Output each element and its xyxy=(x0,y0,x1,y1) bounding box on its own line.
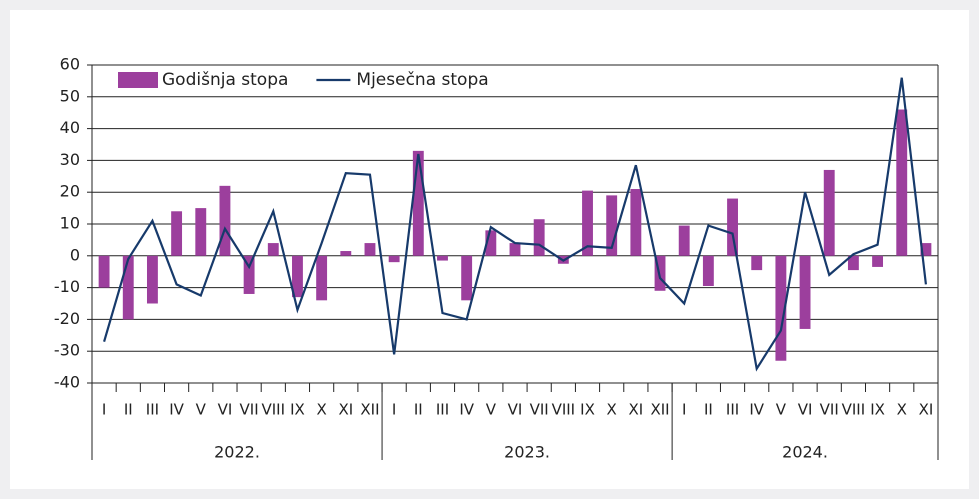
bar xyxy=(702,255,714,287)
x-tick-label: XI xyxy=(629,401,644,419)
x-tick-label: X xyxy=(316,401,326,419)
x-tick-label: XI xyxy=(919,401,934,419)
bar xyxy=(533,219,545,256)
bar xyxy=(509,243,521,256)
x-tick-label: VII xyxy=(820,401,839,419)
bar xyxy=(412,150,424,256)
x-tick-label: I xyxy=(392,401,396,419)
year-label: 2022. xyxy=(214,443,260,462)
bar xyxy=(872,255,884,267)
bar xyxy=(920,243,932,256)
bar xyxy=(98,255,110,288)
bar xyxy=(630,189,642,256)
x-tick-label: IV xyxy=(169,401,184,419)
bar xyxy=(316,255,328,301)
x-tick-label: VIII xyxy=(842,401,866,419)
x-tick-label: II xyxy=(414,401,423,419)
x-tick-label: IV xyxy=(459,401,474,419)
x-tick-label: IX xyxy=(290,401,305,419)
bar xyxy=(146,255,158,304)
x-tick-label: I xyxy=(682,401,686,419)
x-tick-label: XII xyxy=(360,401,379,419)
year-label: 2023. xyxy=(504,443,550,462)
y-tick-label: 0 xyxy=(70,245,80,264)
x-tick-label: I xyxy=(102,401,106,419)
x-tick-label: X xyxy=(897,401,907,419)
bar xyxy=(847,255,859,271)
bar xyxy=(582,190,593,256)
x-tick-label: VII xyxy=(240,401,259,419)
bar xyxy=(340,251,352,256)
x-tick-label: IX xyxy=(580,401,595,419)
x-tick-label: V xyxy=(486,401,497,419)
x-tick-label: V xyxy=(776,401,787,419)
legend-label: Godišnja stopa xyxy=(162,70,288,90)
bar xyxy=(823,169,835,256)
bar xyxy=(485,230,497,256)
bar xyxy=(122,255,134,320)
bar xyxy=(292,255,303,298)
bar xyxy=(243,255,255,294)
bar xyxy=(461,255,473,301)
bar xyxy=(751,255,763,271)
x-tick-label: II xyxy=(704,401,713,419)
x-tick-label: VIII xyxy=(552,401,576,419)
x-tick-label: III xyxy=(726,401,739,419)
x-tick-label: V xyxy=(196,401,207,419)
bar xyxy=(775,255,787,361)
y-tick-label: 40 xyxy=(60,118,80,137)
x-tick-label: IV xyxy=(749,401,764,419)
legend-label: Mjesečna stopa xyxy=(356,70,488,90)
bar xyxy=(388,255,400,263)
x-tick-label: IX xyxy=(870,401,885,419)
line xyxy=(103,77,928,372)
y-tick-label: 50 xyxy=(60,86,80,105)
x-tick-label: VII xyxy=(530,401,549,419)
bar xyxy=(606,195,618,256)
bar xyxy=(727,198,738,256)
y-tick-label: 20 xyxy=(60,182,80,201)
x-tick-label: III xyxy=(436,401,449,419)
x-tick-label: VI xyxy=(508,401,523,419)
y-tick-label: -30 xyxy=(54,341,80,360)
x-tick-label: XII xyxy=(650,401,669,419)
legend-swatch xyxy=(118,72,158,88)
bar xyxy=(437,255,448,261)
x-tick-label: III xyxy=(146,401,159,419)
bar xyxy=(364,243,376,256)
bar xyxy=(267,243,279,256)
x-tick-label: X xyxy=(607,401,617,419)
bar xyxy=(896,109,908,256)
bar xyxy=(799,255,811,329)
y-tick-label: 60 xyxy=(60,55,80,74)
x-tick-label: VI xyxy=(218,401,233,419)
year-label: 2024. xyxy=(782,443,828,462)
y-tick-label: -40 xyxy=(54,373,80,392)
x-tick-label: VI xyxy=(798,401,813,419)
x-tick-label: VIII xyxy=(262,401,286,419)
bar xyxy=(219,185,231,256)
bar xyxy=(678,225,690,256)
y-tick-label: 30 xyxy=(60,150,80,169)
x-tick-label: XI xyxy=(338,401,353,419)
y-tick-label: 10 xyxy=(60,214,80,233)
y-tick-label: -10 xyxy=(54,277,80,296)
y-tick-label: -20 xyxy=(54,309,80,328)
bar xyxy=(171,211,183,256)
bar xyxy=(195,208,207,256)
x-tick-label: II xyxy=(124,401,133,419)
